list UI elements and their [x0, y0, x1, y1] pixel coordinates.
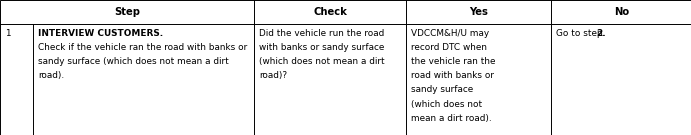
- Text: No: No: [614, 7, 629, 17]
- Text: INTERVIEW CUSTOMERS.: INTERVIEW CUSTOMERS.: [38, 29, 163, 38]
- Text: with banks or sandy surface: with banks or sandy surface: [259, 43, 384, 52]
- Text: (which does not: (which does not: [411, 100, 482, 109]
- Text: Yes: Yes: [469, 7, 489, 17]
- Text: road with banks or: road with banks or: [411, 71, 494, 80]
- Text: Did the vehicle run the road: Did the vehicle run the road: [259, 29, 384, 38]
- Text: road)?: road)?: [259, 71, 287, 80]
- Text: 2.: 2.: [596, 29, 605, 38]
- Text: VDCCM&H/U may: VDCCM&H/U may: [411, 29, 489, 38]
- Text: sandy surface: sandy surface: [411, 85, 473, 94]
- Text: Check if the vehicle ran the road with banks or: Check if the vehicle ran the road with b…: [38, 43, 247, 52]
- Text: Check: Check: [313, 7, 348, 17]
- Text: 1: 1: [5, 29, 10, 38]
- Text: road).: road).: [38, 71, 64, 80]
- Text: record DTC when: record DTC when: [411, 43, 487, 52]
- Text: Step: Step: [114, 7, 140, 17]
- Text: the vehicle ran the: the vehicle ran the: [411, 57, 495, 66]
- Text: sandy surface (which does not mean a dirt: sandy surface (which does not mean a dir…: [38, 57, 229, 66]
- Text: Go to step: Go to step: [556, 29, 606, 38]
- Text: mean a dirt road).: mean a dirt road).: [411, 114, 492, 123]
- Text: (which does not mean a dirt: (which does not mean a dirt: [259, 57, 385, 66]
